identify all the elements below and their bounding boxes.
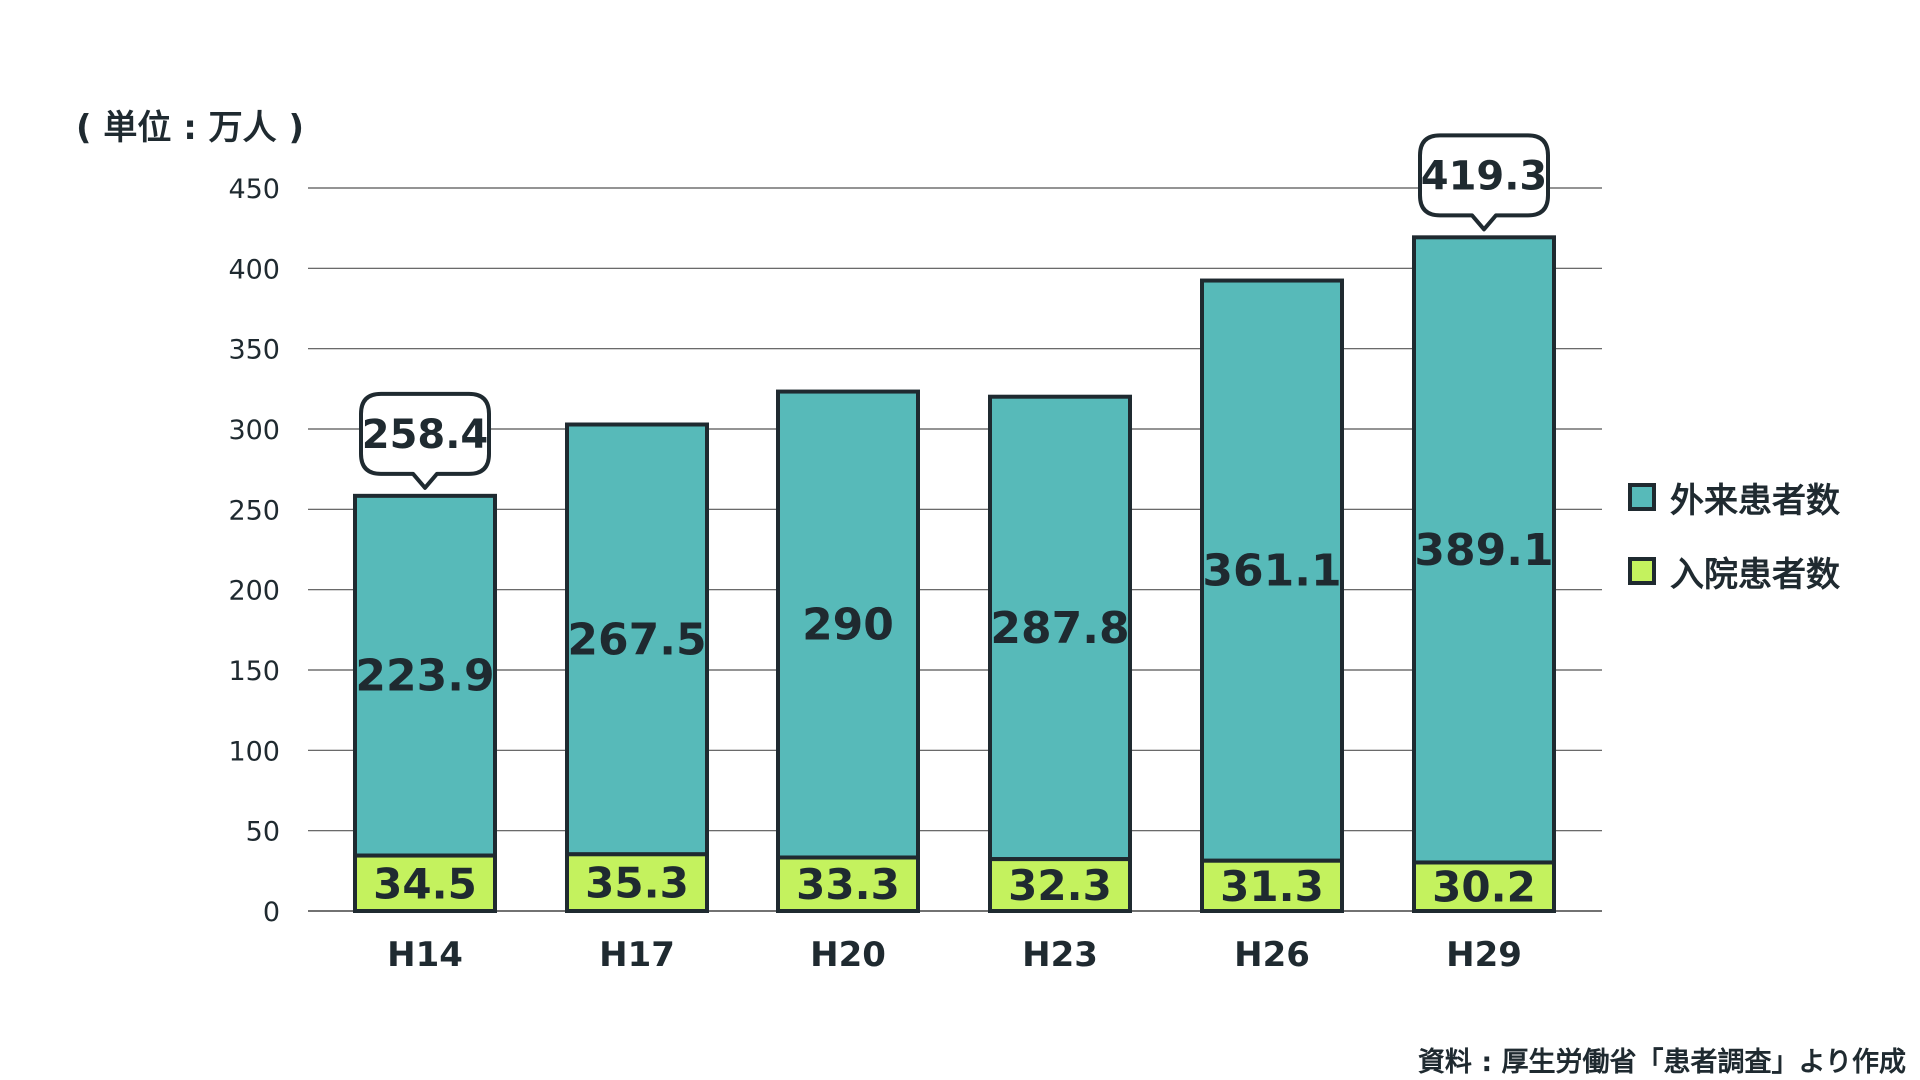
data-label-outpatients: 290: [802, 600, 894, 651]
bar-inpatients: [565, 852, 709, 913]
bar-outpatients: [776, 389, 920, 860]
total-callout-bubble: [359, 391, 491, 490]
y-tick-label: 0: [263, 897, 280, 928]
x-tick-label: H26: [1234, 935, 1310, 975]
legend-label-outpatients: 外来患者数: [1670, 480, 1840, 521]
y-tick-label: 50: [246, 817, 280, 848]
legend-swatch-inpatients: [1628, 557, 1656, 585]
total-callout-label: 419.3: [1421, 153, 1548, 199]
unit-label: ( 単位 : 万人 ): [76, 108, 305, 148]
legend-item-outpatients: 外来患者数: [1628, 474, 1840, 521]
bar-inpatients: [353, 853, 497, 914]
x-tick-label: H17: [599, 935, 675, 975]
data-label-outpatients: 361.1: [1202, 546, 1341, 597]
data-label-inpatients: 35.3: [585, 859, 689, 908]
legend-label-inpatients: 入院患者数: [1670, 554, 1840, 595]
bar-outpatients: [565, 422, 709, 857]
data-label-inpatients: 34.5: [373, 859, 477, 908]
bar-inpatients: [1412, 860, 1556, 913]
y-tick-label: 400: [228, 254, 280, 285]
x-tick-label: H23: [1022, 935, 1098, 975]
x-tick-label: H14: [387, 935, 463, 975]
bar-outpatients: [988, 394, 1132, 862]
data-label-inpatients: 30.2: [1432, 863, 1536, 912]
data-label-inpatients: 31.3: [1220, 862, 1324, 911]
bar-inpatients: [988, 857, 1132, 914]
y-tick-label: 200: [228, 576, 280, 607]
y-tick-label: 250: [228, 495, 280, 526]
data-label-inpatients: 33.3: [796, 860, 900, 909]
legend: 外来患者数 入院患者数: [1628, 474, 1840, 622]
data-label-outpatients: 223.9: [355, 651, 494, 702]
y-tick-label: 350: [228, 335, 280, 366]
y-tick-label: 300: [228, 415, 280, 446]
bar-inpatients: [1200, 858, 1344, 913]
legend-item-inpatients: 入院患者数: [1628, 548, 1840, 595]
total-callout-label: 258.4: [362, 412, 489, 458]
x-tick-label: H29: [1446, 935, 1522, 975]
data-label-outpatients: 287.8: [990, 603, 1129, 654]
source-note: 資料 : 厚生労働省「患者調査」より作成: [1417, 1047, 1906, 1078]
bar-outpatients: [1412, 235, 1556, 865]
x-tick-label: H20: [810, 935, 886, 975]
bar-inpatients: [776, 855, 920, 913]
data-label-outpatients: 267.5: [567, 614, 706, 665]
bar-outpatients: [1200, 278, 1344, 863]
data-label-inpatients: 32.3: [1008, 861, 1112, 910]
data-label-outpatients: 389.1: [1414, 525, 1553, 576]
y-tick-label: 450: [228, 174, 280, 205]
legend-swatch-outpatients: [1628, 483, 1656, 511]
total-callout-bubble: [1418, 133, 1550, 232]
y-tick-label: 150: [228, 656, 280, 687]
y-tick-label: 100: [228, 736, 280, 767]
